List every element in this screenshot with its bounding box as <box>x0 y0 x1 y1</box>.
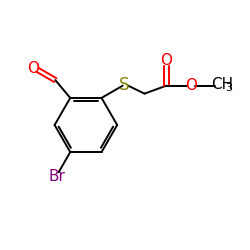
Text: O: O <box>185 78 197 93</box>
Text: Br: Br <box>49 169 66 184</box>
Text: O: O <box>27 61 39 76</box>
Text: S: S <box>118 76 129 94</box>
Text: 3: 3 <box>226 83 233 93</box>
Text: CH: CH <box>211 77 234 92</box>
Text: O: O <box>160 53 172 68</box>
